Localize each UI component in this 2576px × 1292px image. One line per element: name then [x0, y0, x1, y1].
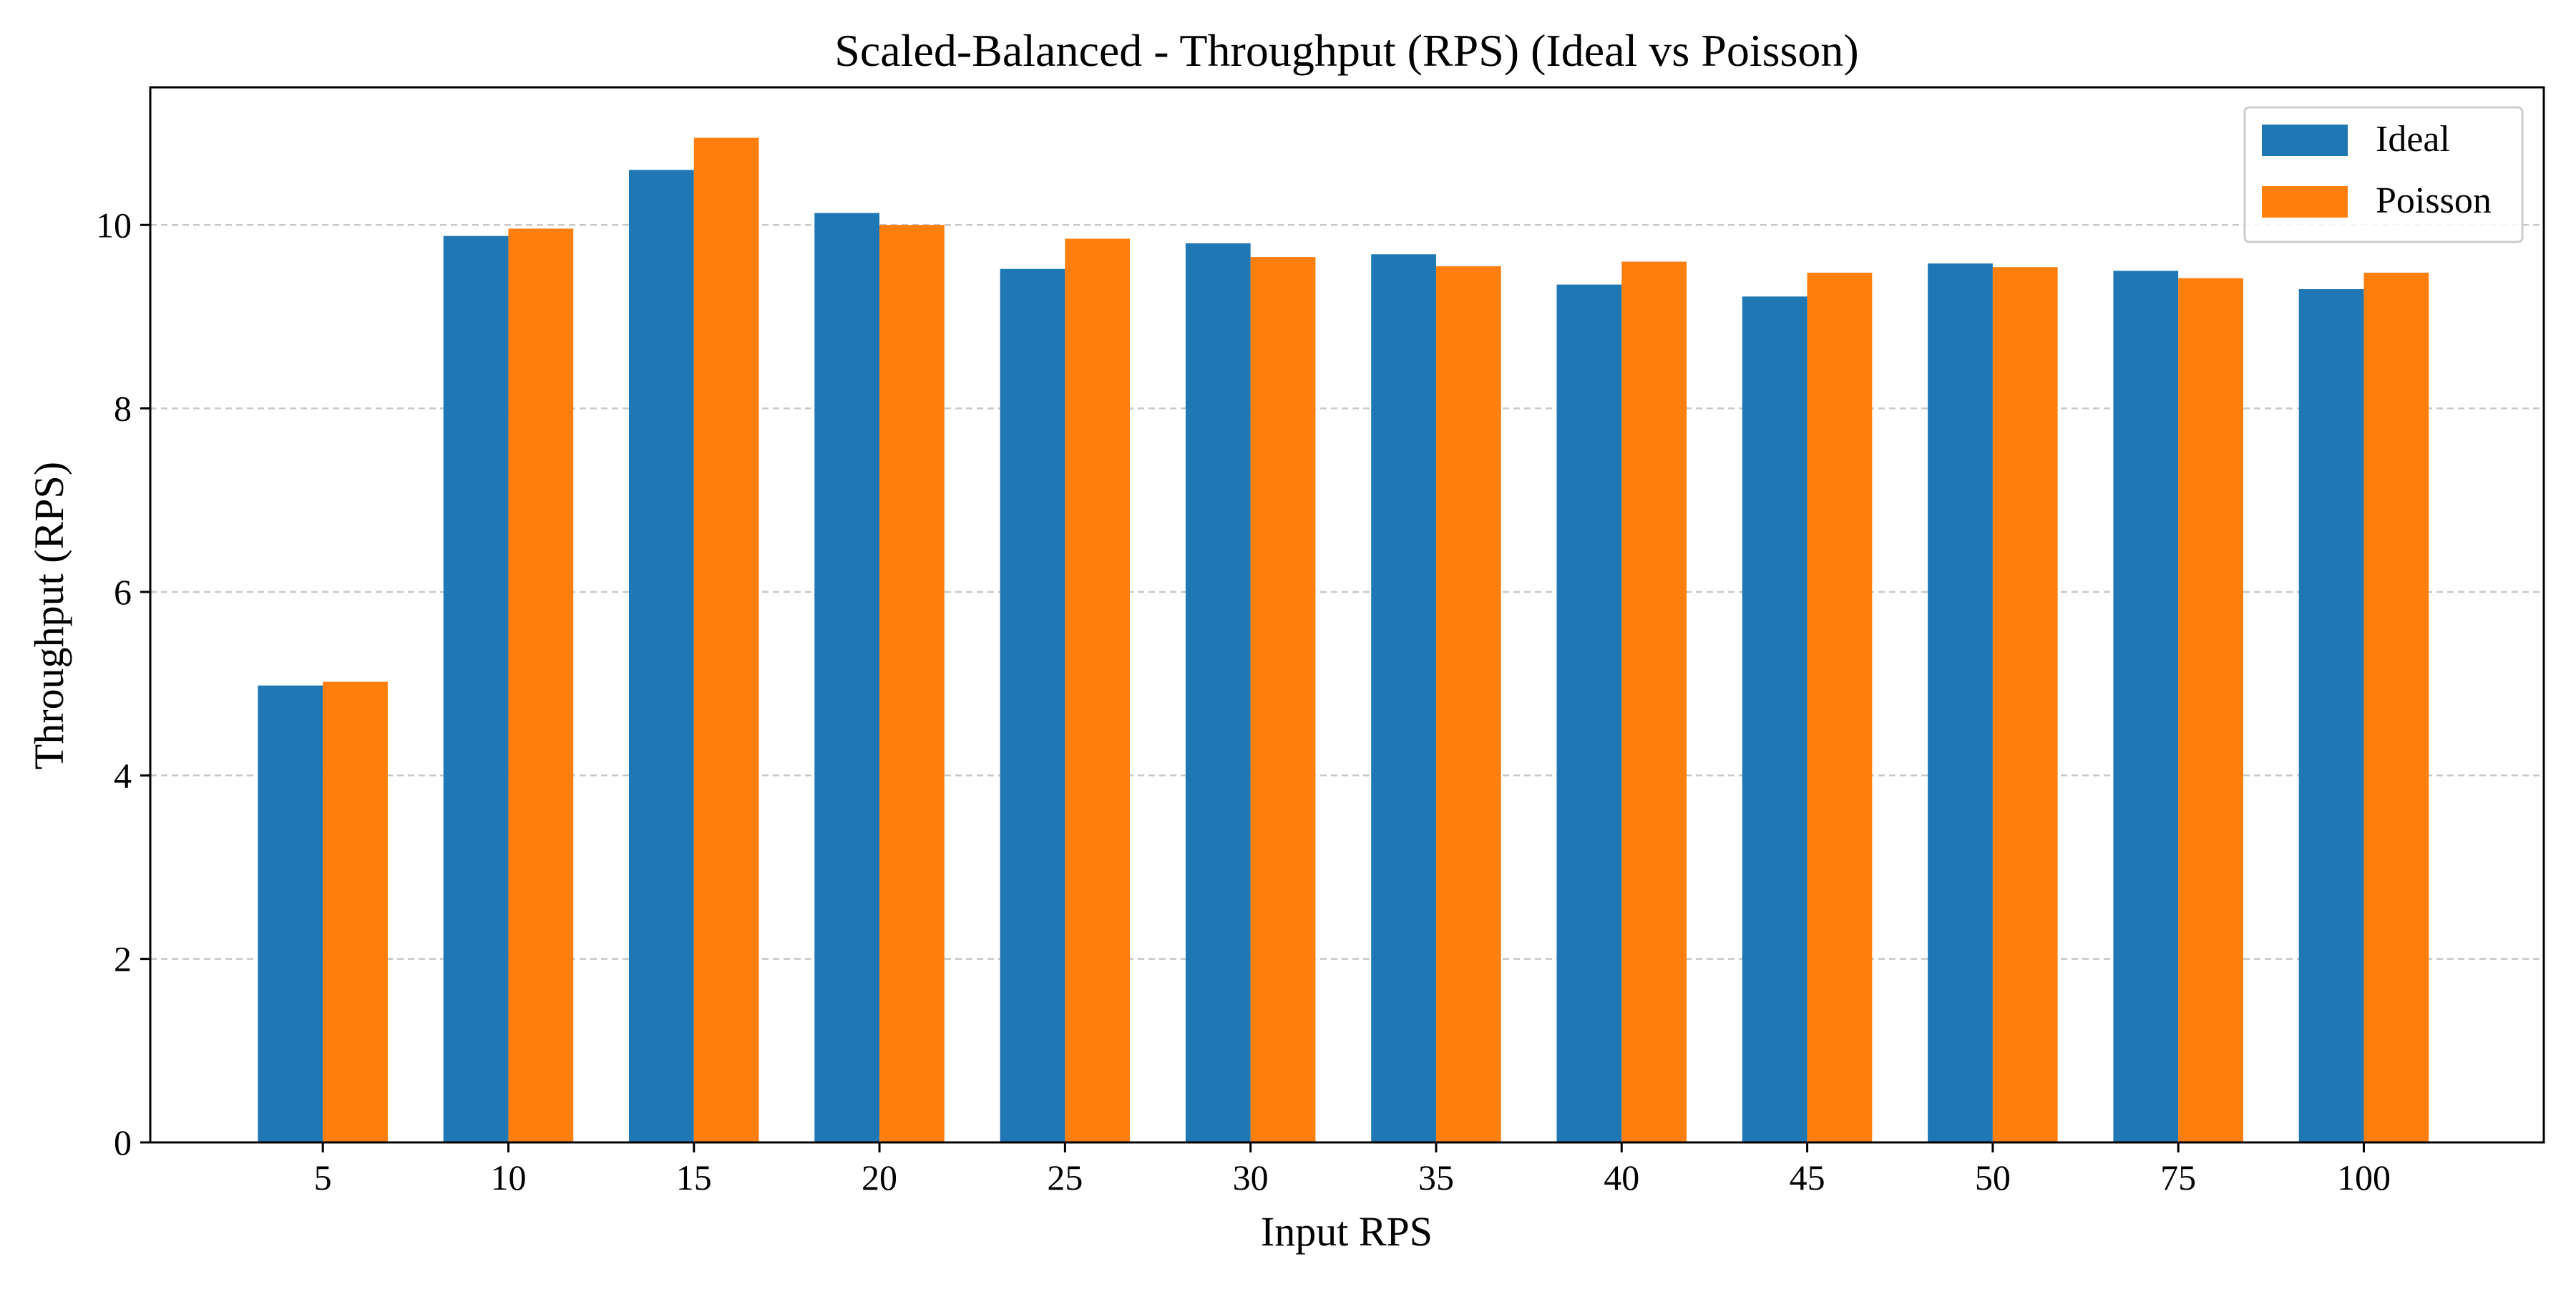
x-tick-label: 50: [1975, 1157, 2011, 1198]
y-tick-label: 0: [114, 1122, 132, 1162]
x-tick-label: 15: [676, 1157, 712, 1198]
bar-ideal-40: [1556, 284, 1622, 1142]
x-tick-label: 20: [862, 1157, 897, 1198]
bar-poisson-25: [1065, 238, 1131, 1143]
bar-poisson-35: [1435, 266, 1501, 1143]
bars: [258, 137, 2429, 1143]
y-tick-label: 6: [114, 572, 132, 612]
bar-poisson-10: [508, 228, 574, 1142]
legend: Ideal Poisson: [2243, 106, 2524, 243]
bar-ideal-35: [1371, 254, 1436, 1143]
chart-title: Scaled-Balanced - Throughput (RPS) (Idea…: [834, 25, 1858, 76]
bar-poisson-15: [693, 137, 759, 1143]
x-tick-label: 35: [1418, 1157, 1454, 1198]
axes: 0 2 4 6 8 10 5 10 15 20 25 30 35 40 45 50 75 100: [96, 86, 2545, 1198]
x-axis-label: Input RPS: [1261, 1208, 1433, 1255]
x-tick-label: 100: [2337, 1157, 2391, 1198]
x-tick-label: 25: [1047, 1157, 1083, 1198]
bar-ideal-25: [1000, 268, 1065, 1142]
y-tick-label: 2: [114, 939, 132, 979]
bar-poisson-20: [879, 225, 945, 1142]
x-tick-label: 45: [1790, 1157, 1825, 1198]
bar-poisson-50: [1992, 267, 2058, 1143]
legend-swatch-ideal: [2262, 125, 2348, 156]
y-tick-label: 4: [114, 755, 132, 795]
plot-frame: [149, 86, 2545, 1144]
legend-swatch-poisson: [2262, 186, 2348, 218]
legend-label-poisson: Poisson: [2376, 180, 2492, 221]
bar-poisson-75: [2178, 278, 2243, 1142]
bar-ideal-100: [2298, 288, 2364, 1142]
y-axis-label: Throughput (RPS): [26, 462, 72, 769]
bar-poisson-5: [323, 681, 388, 1142]
y-tick-label: 10: [96, 205, 132, 245]
bar-ideal-10: [443, 235, 509, 1143]
bar-poisson-45: [1807, 272, 1873, 1142]
bar-ideal-5: [258, 685, 323, 1142]
bar-poisson-30: [1250, 257, 1316, 1143]
y-tick-label: 8: [114, 389, 132, 429]
x-tick-label: 40: [1604, 1157, 1639, 1198]
bar-ideal-20: [814, 213, 880, 1142]
bar-ideal-45: [1742, 296, 1807, 1142]
bar-poisson-40: [1621, 261, 1687, 1143]
x-tick-label: 5: [314, 1157, 332, 1198]
bar-poisson-100: [2363, 272, 2429, 1142]
x-tick-label: 75: [2160, 1157, 2196, 1198]
bar-ideal-50: [1928, 263, 1993, 1143]
legend-label-ideal: Ideal: [2376, 119, 2450, 160]
x-tick-label: 10: [490, 1157, 526, 1198]
x-tick-label: 30: [1233, 1157, 1269, 1198]
bar-ideal-15: [629, 170, 694, 1142]
bar-ideal-75: [2113, 271, 2179, 1142]
bar-ideal-30: [1185, 243, 1251, 1143]
